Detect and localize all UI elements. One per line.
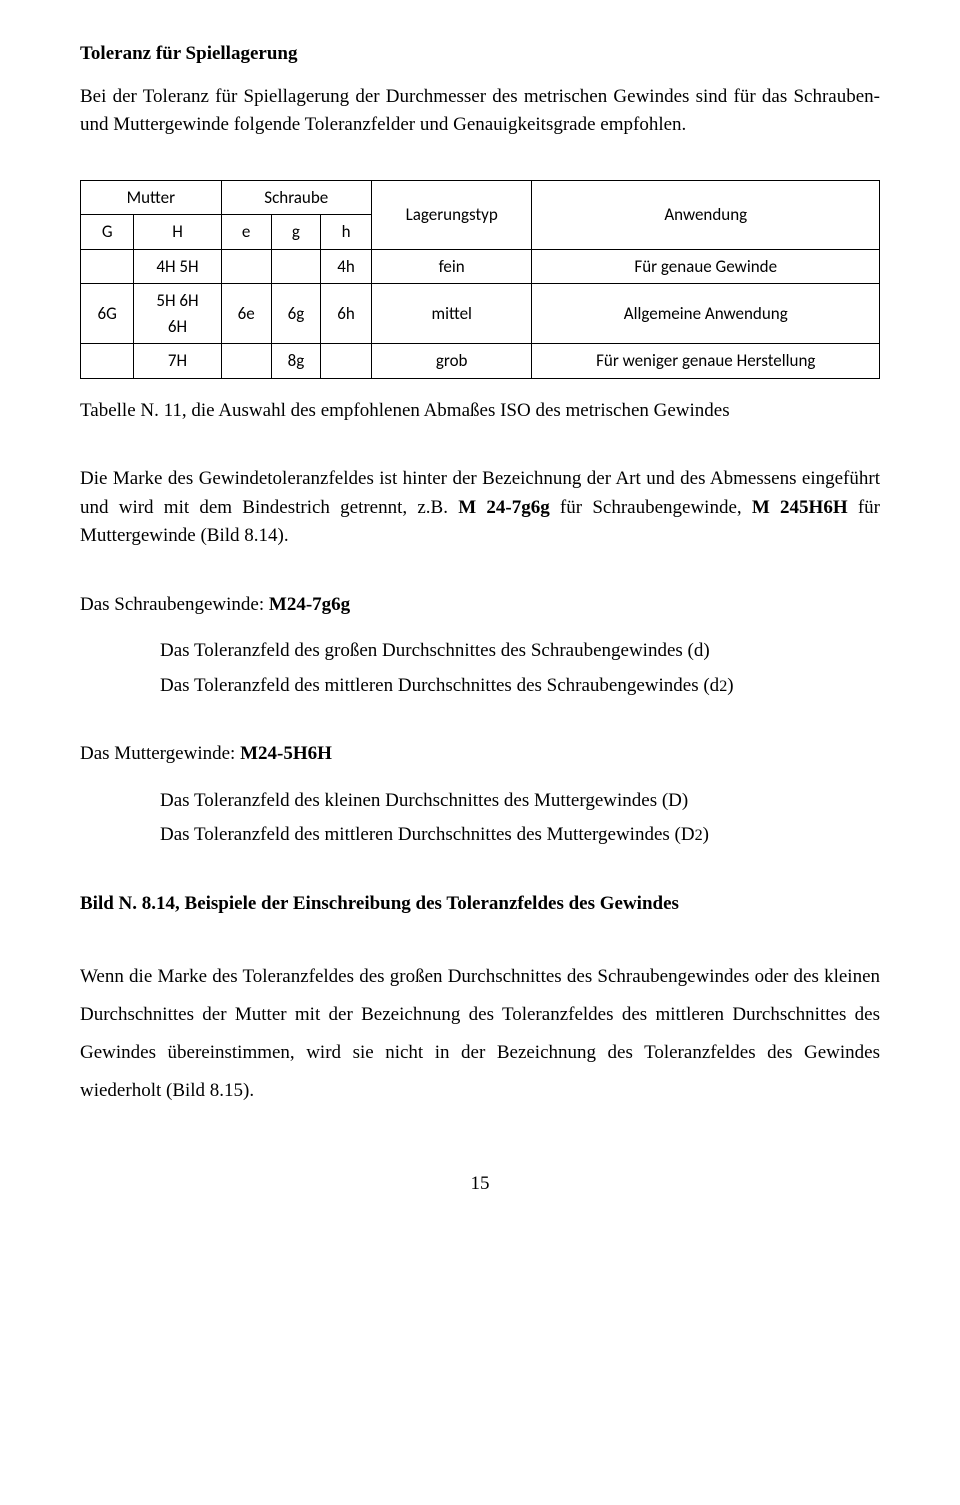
paragraph-marke: Die Marke des Gewindetoleranzfeldes ist … xyxy=(80,465,880,551)
sg-line-2: Das Toleranzfeld des mittleren Durchschn… xyxy=(160,672,880,701)
mg-line-2: Das Toleranzfeld des mittleren Durchschn… xyxy=(160,821,880,850)
intro-paragraph: Bei der Toleranz für Spiellagerung der D… xyxy=(80,83,880,140)
sg-line-1: Das Toleranzfeld des großen Durchschnitt… xyxy=(160,637,880,666)
tolerance-table: Mutter Schraube Lagerungstyp Anwendung G… xyxy=(80,180,880,379)
schraubengewinde-details: Das Toleranzfeld des großen Durchschnitt… xyxy=(80,637,880,700)
mg-label-a: Das Muttergewinde: xyxy=(80,743,240,764)
table-header-row-1: Mutter Schraube Lagerungstyp Anwendung xyxy=(81,180,880,215)
schraubengewinde-label: Das Schraubengewinde: M24-7g6g xyxy=(80,591,880,620)
mg-line-1: Das Toleranzfeld des kleinen Durchschnit… xyxy=(160,787,880,816)
th-mutter: Mutter xyxy=(81,180,222,215)
table-row: 6G 5H 6H 6H 6e 6g 6h mittel Allgemeine A… xyxy=(81,284,880,344)
th-G: G xyxy=(81,215,134,250)
sg-label-b: M24-7g6g xyxy=(269,594,350,615)
muttergewinde-label: Das Muttergewinde: M24-5H6H xyxy=(80,740,880,769)
th-g: g xyxy=(271,215,320,250)
th-e: e xyxy=(221,215,271,250)
para1-bold-2: M 245H6H xyxy=(752,497,848,518)
para1-text-c: für Schraubengewinde, xyxy=(550,497,752,518)
sg-label-a: Das Schraubengewinde: xyxy=(80,594,269,615)
page-number: 15 xyxy=(80,1170,880,1199)
th-schraube: Schraube xyxy=(221,180,371,215)
muttergewinde-details: Das Toleranzfeld des kleinen Durchschnit… xyxy=(80,787,880,850)
table-row: 4H 5H 4h fein Für genaue Gewinde xyxy=(81,249,880,284)
bild-heading: Bild N. 8.14, Beispiele der Einschreibun… xyxy=(80,890,880,919)
page-heading: Toleranz für Spiellagerung xyxy=(80,40,880,69)
th-anwendung: Anwendung xyxy=(532,180,880,249)
para1-bold-1: M 24-7g6g xyxy=(458,497,550,518)
paragraph-wenn: Wenn die Marke des Toleranzfeldes des gr… xyxy=(80,958,880,1110)
table-caption: Tabelle N. 11, die Auswahl des empfohlen… xyxy=(80,397,880,426)
mg-label-b: M24-5H6H xyxy=(240,743,332,764)
th-h: h xyxy=(321,215,372,250)
th-H: H xyxy=(134,215,221,250)
th-lagerungstyp: Lagerungstyp xyxy=(371,180,532,249)
table-row: 7H 8g grob Für weniger genaue Herstellun… xyxy=(81,344,880,379)
